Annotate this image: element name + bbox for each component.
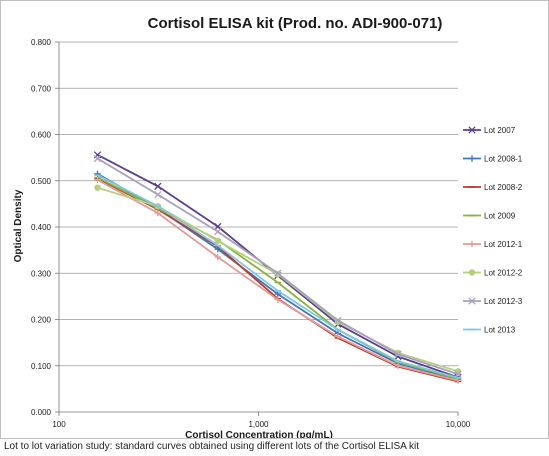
x-tick-labels: 100 1,000 10,000 [52, 420, 470, 429]
series-lot-2012-2 [94, 184, 462, 375]
series-lot-2013 [94, 174, 462, 379]
legend-label-3: Lot 2009 [484, 212, 516, 221]
y-tick-label-4: 0.400 [31, 223, 52, 232]
data-point-4-1 [154, 209, 162, 217]
legend-item-4: Lot 2012-1 [463, 240, 523, 249]
legend-label-5: Lot 2012-2 [484, 269, 523, 278]
data-point-6-4 [334, 316, 342, 325]
x-axis-label: Cortisol Concentration (pg/mL) [185, 430, 333, 438]
y-tick-label-7: 0.700 [31, 84, 52, 93]
data-point-5-0 [94, 184, 101, 191]
y-tick-label-8: 0.800 [31, 38, 52, 47]
y-tick-label-2: 0.200 [31, 316, 52, 325]
data-point-6-1 [154, 190, 162, 199]
data-point-5-2 [214, 237, 221, 245]
y-tick-label-5: 0.500 [31, 177, 52, 186]
x-tick-label-0: 100 [52, 420, 66, 429]
series-lot-2012-1 [94, 176, 462, 384]
series-lot-2007 [93, 151, 462, 381]
legend-item-6: Lot 2012-3 [463, 297, 523, 306]
gridlines [59, 41, 458, 367]
series-line-6 [97, 157, 459, 375]
legend-label-4: Lot 2012-1 [484, 240, 523, 249]
data-point-1-3 [274, 290, 282, 298]
y-tick-labels: 0.000 0.100 0.200 0.300 0.400 0.500 0.600 0.700… [31, 38, 52, 417]
line-chart: Cortisol ELISA kit (Prod. no. ADI-900-07… [13, 15, 523, 441]
data-point-4-0 [94, 176, 101, 184]
legend-item-3: Lot 2009 [463, 212, 516, 221]
legend-swatch-marker-6 [468, 297, 476, 305]
chart-title: Cortisol ELISA kit (Prod. no. ADI-900-07… [148, 15, 443, 32]
x-tick-label-2: 10,000 [446, 420, 471, 429]
x-tick-label-1: 1,000 [248, 420, 269, 429]
data-point-6-2 [214, 227, 222, 236]
legend-label-6: Lot 2012-3 [484, 297, 523, 306]
series-line-0 [97, 154, 459, 379]
legend-item-5: Lot 2012-2 [463, 269, 523, 278]
series-lot-2012-3 [93, 154, 462, 378]
legend-label-2: Lot 2008-2 [484, 183, 523, 192]
legend-item-2: Lot 2008-2 [463, 183, 523, 192]
legend-item-0: Lot 2007 [463, 126, 516, 135]
legend-label-0: Lot 2007 [484, 126, 516, 135]
y-tick-label-3: 0.300 [31, 269, 52, 278]
axes [55, 41, 459, 416]
series-line-4 [97, 179, 459, 382]
series-line-3 [97, 176, 459, 380]
data-point-4-5 [394, 362, 402, 369]
data-point-0-1 [154, 182, 162, 190]
data-point-6-3 [274, 269, 282, 277]
y-tick-label-0: 0.000 [31, 408, 52, 417]
y-axis-label: Optical Density [13, 189, 24, 262]
legend-swatch-marker-4 [468, 240, 476, 248]
series-lines [93, 151, 462, 384]
legend-swatch-marker-1 [468, 155, 476, 162]
data-point-6-0 [93, 154, 102, 163]
legend-item-1: Lot 2008-1 [463, 155, 523, 164]
data-point-6-5 [394, 350, 402, 358]
legend-label-1: Lot 2008-1 [484, 155, 523, 164]
data-point-4-4 [334, 333, 342, 340]
series-line-5 [97, 186, 459, 373]
legend-label-7: Lot 2013 [484, 326, 516, 335]
y-tick-label-1: 0.100 [31, 362, 52, 371]
legend: Lot 2007 Lot 2008-1 Lot 2008-2 Lot 2009 Lot … [463, 126, 523, 335]
figure-caption: Lot to lot variation study: standard cur… [4, 441, 420, 452]
data-point-4-3 [274, 296, 282, 303]
legend-swatch-marker-5 [468, 269, 476, 276]
y-tick-label-6: 0.600 [31, 131, 52, 140]
data-point-4-2 [214, 253, 221, 261]
legend-swatch-marker-0 [468, 126, 476, 134]
data-point-6-6 [454, 370, 462, 378]
legend-item-7: Lot 2013 [463, 326, 516, 335]
chart-frame: Cortisol ELISA kit (Prod. no. ADI-900-07… [0, 0, 549, 441]
